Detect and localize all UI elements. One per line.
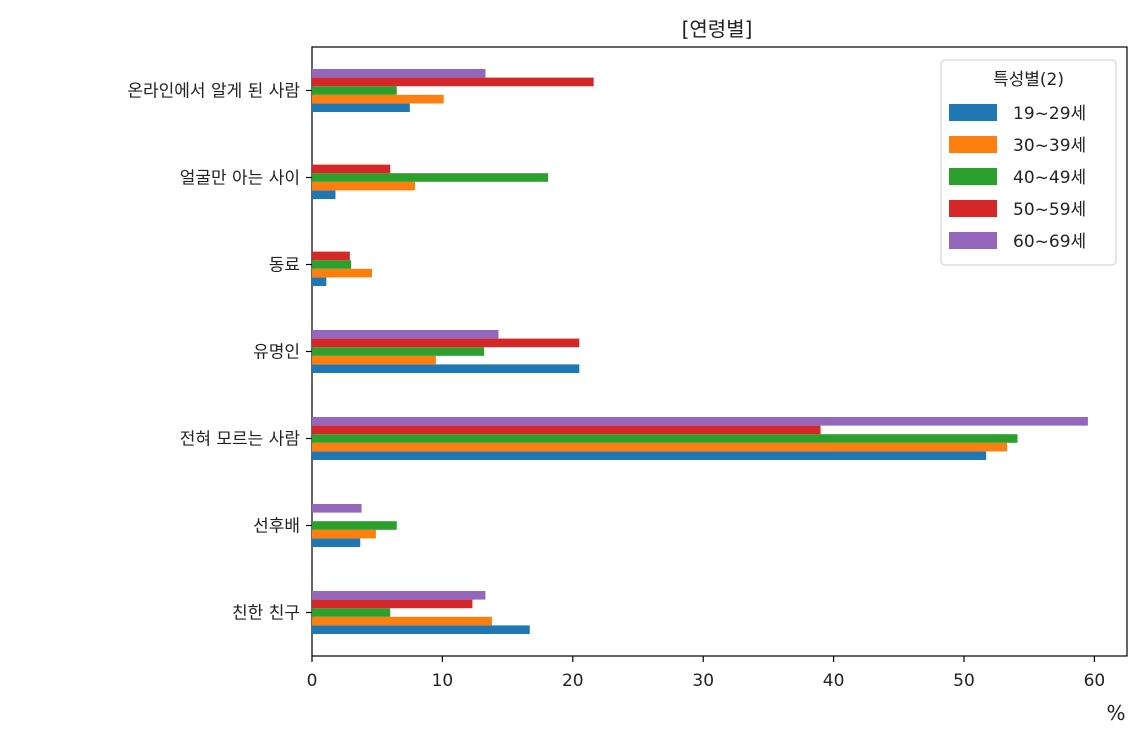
- bar: [312, 330, 499, 339]
- bar: [312, 425, 821, 435]
- y-tick-label: 선후배: [253, 517, 300, 537]
- y-tick-label: 친한 친구: [232, 604, 300, 624]
- legend-swatch: [949, 104, 997, 121]
- x-tick-label: 20: [562, 671, 584, 691]
- legend-entry-label: 30~39세: [1013, 136, 1086, 156]
- bar: [312, 94, 444, 104]
- bar: [312, 417, 1088, 426]
- y-tick-label: 동료: [269, 256, 300, 276]
- x-tick-label: 40: [823, 671, 845, 691]
- bar: [312, 338, 580, 348]
- legend-swatch: [949, 168, 997, 185]
- bar: [312, 173, 549, 182]
- legend-entry-label: 60~69세: [1013, 232, 1086, 252]
- bar: [312, 268, 372, 278]
- bar: [312, 69, 486, 78]
- bar: [312, 599, 473, 609]
- bar: [312, 277, 327, 286]
- bar: [312, 591, 486, 600]
- x-tick-label: 60: [1084, 671, 1106, 691]
- bar: [312, 181, 416, 191]
- legend-entry-label: 19~29세: [1013, 104, 1086, 124]
- bar: [312, 190, 336, 199]
- legend-entry-label: 50~59세: [1013, 200, 1086, 220]
- x-tick-label: 30: [692, 671, 714, 691]
- bar: [312, 521, 397, 530]
- y-tick-label: 얼굴만 아는 사이: [180, 169, 300, 189]
- legend-swatch: [949, 200, 997, 217]
- legend-title: 특성별(2): [993, 70, 1064, 90]
- bar: [312, 77, 594, 87]
- bar: [312, 538, 361, 547]
- bar: [312, 608, 391, 617]
- bar: [312, 364, 580, 373]
- bar: [312, 625, 530, 634]
- bar: [312, 347, 485, 356]
- bar: [312, 260, 352, 269]
- bar: [312, 355, 436, 365]
- legend-swatch: [949, 136, 997, 153]
- bar: [312, 451, 987, 460]
- bar: [312, 251, 350, 261]
- legend: 특성별(2) 19~29세 30~39세 40~49세 50~59세 60~69세: [940, 59, 1117, 266]
- chart-title: [연령별]: [682, 17, 753, 41]
- legend-swatch: [949, 232, 997, 249]
- bar: [312, 529, 376, 539]
- y-tick-label: 유명인: [253, 343, 300, 363]
- bar: [312, 616, 492, 626]
- bar: [312, 86, 397, 95]
- x-tick-label: 0: [307, 671, 318, 691]
- x-tick-label: 10: [432, 671, 454, 691]
- x-axis-label: %: [1106, 701, 1125, 725]
- bar: [312, 164, 391, 174]
- bar: [312, 434, 1018, 443]
- y-tick-label: 전혀 모르는 사람: [180, 430, 301, 450]
- bar: [312, 442, 1008, 452]
- y-tick-label: 온라인에서 알게 된 사람: [127, 82, 300, 102]
- bar: [312, 504, 362, 513]
- x-tick-label: 50: [953, 671, 975, 691]
- legend-entry-label: 40~49세: [1013, 168, 1086, 188]
- bar: [312, 103, 410, 112]
